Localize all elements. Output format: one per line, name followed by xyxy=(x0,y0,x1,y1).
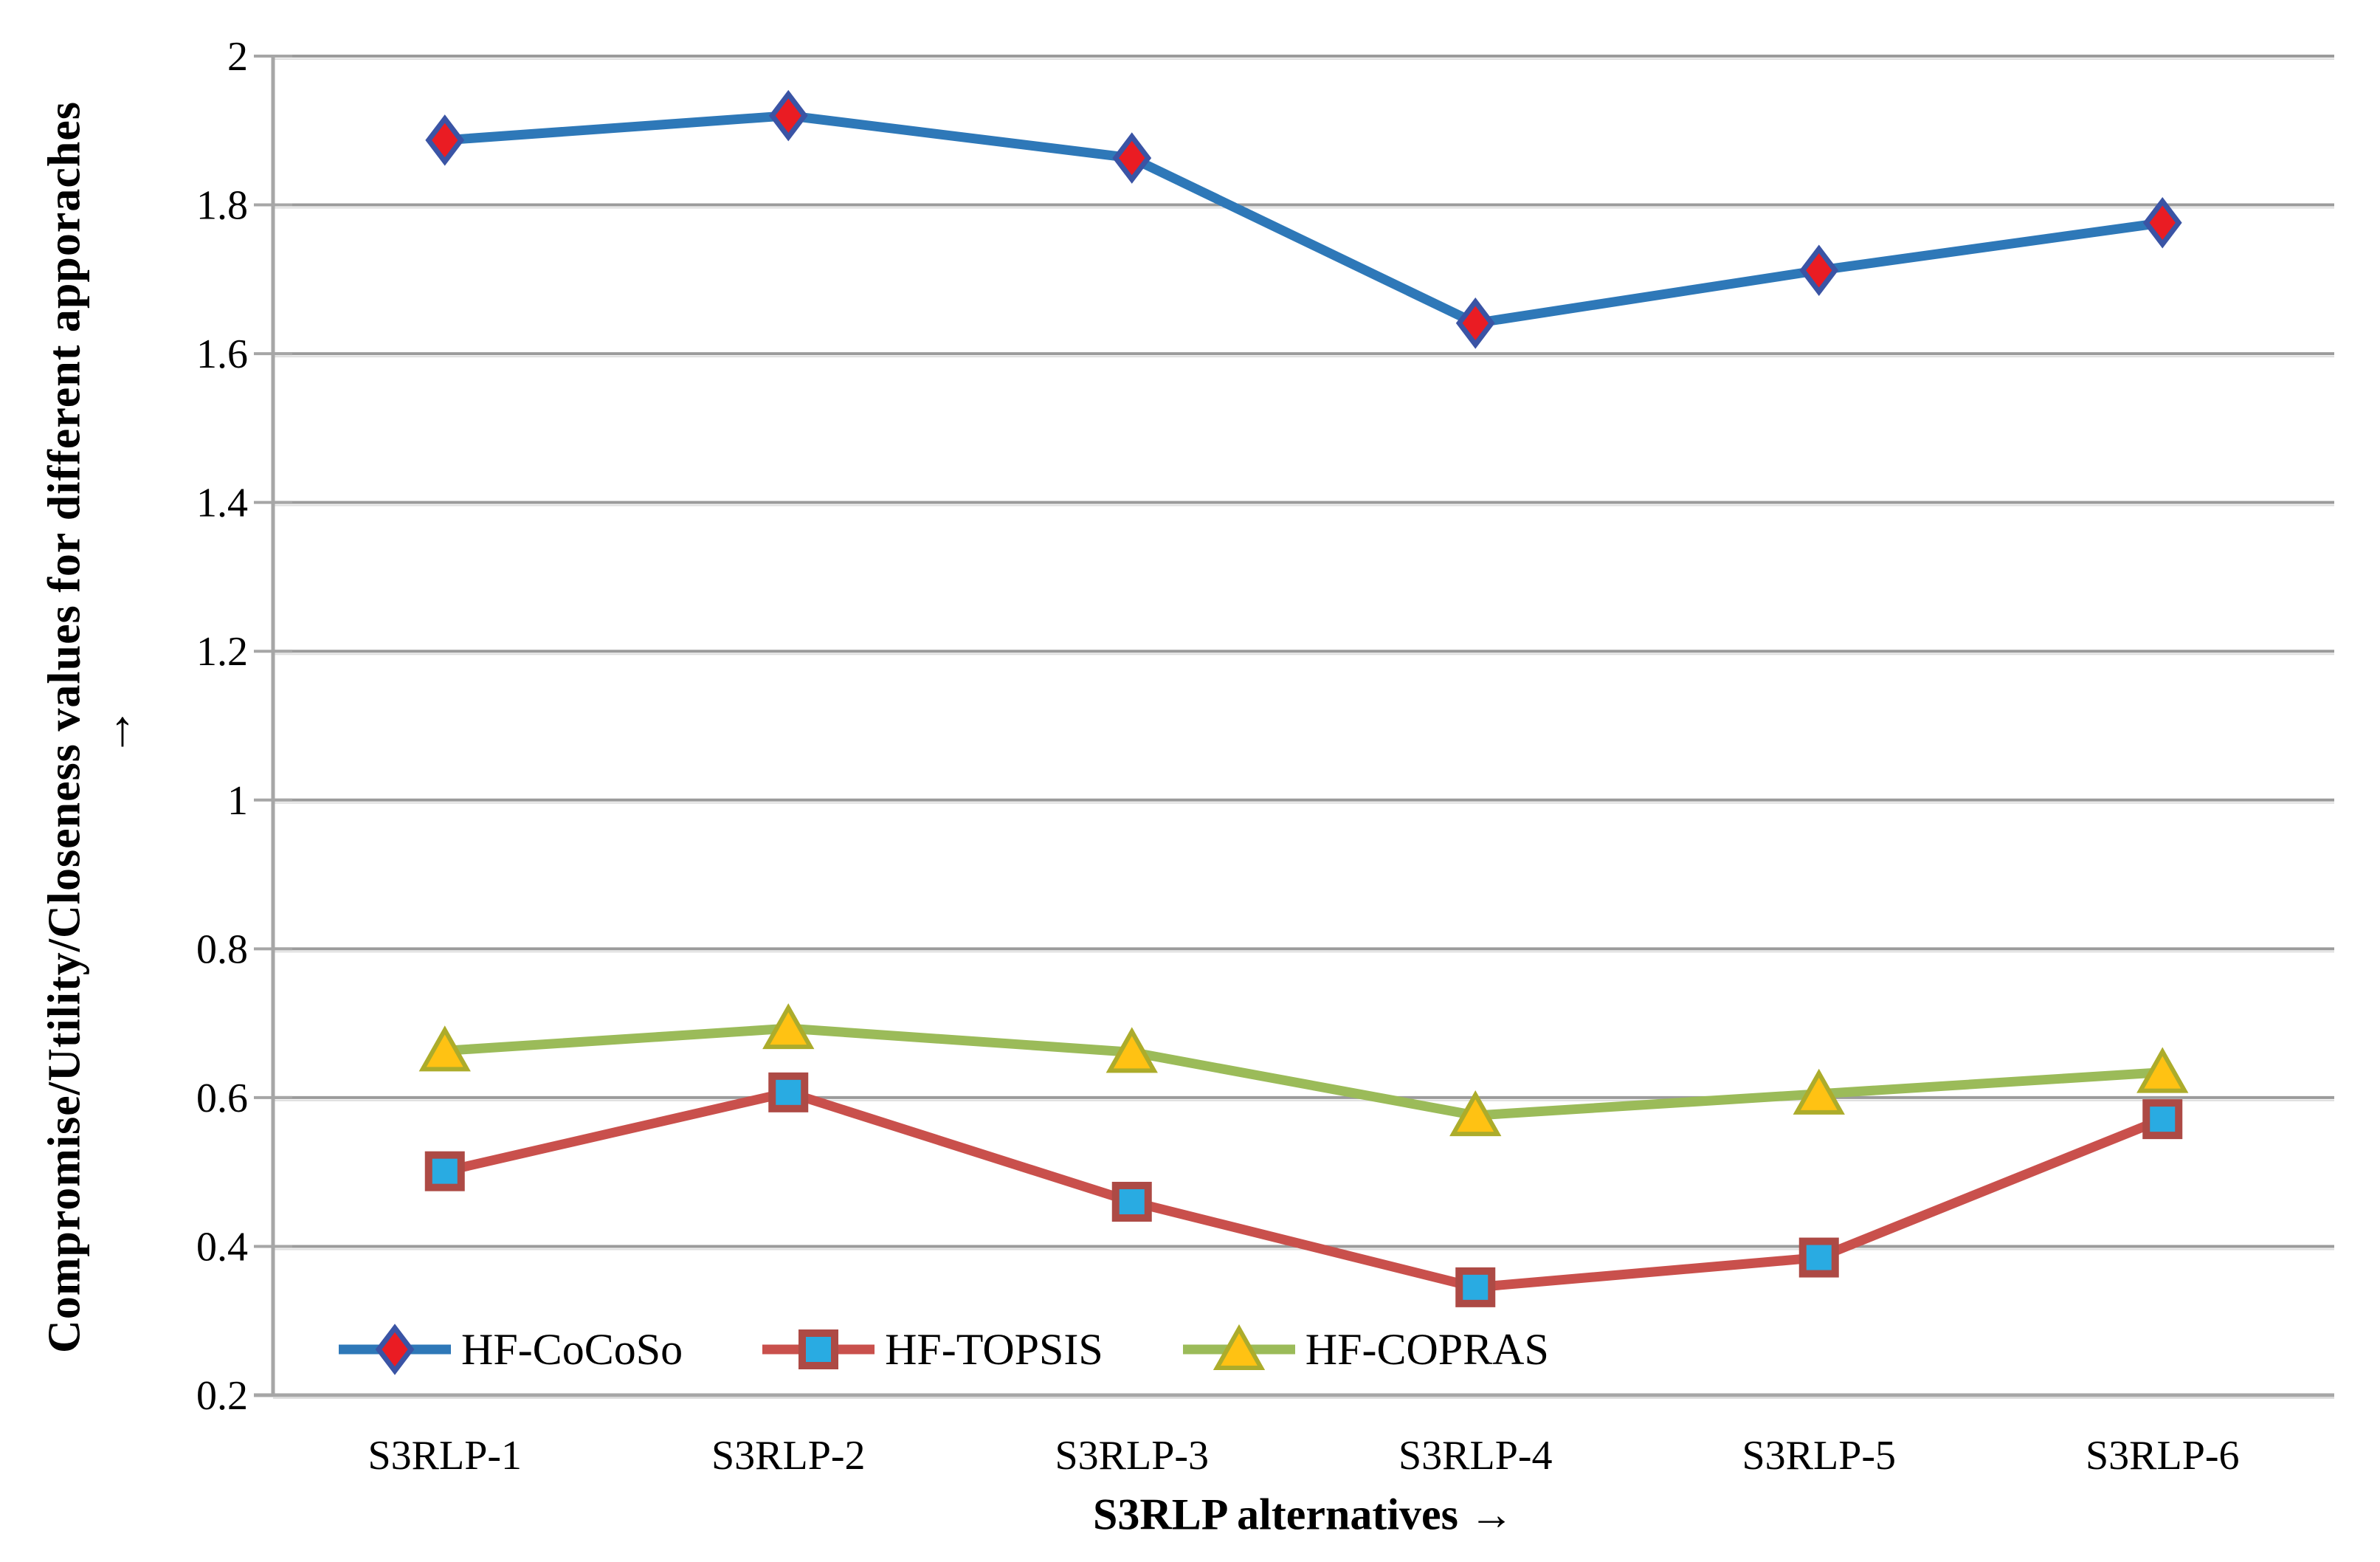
legend-label: HF-COPRAS xyxy=(1305,1324,1549,1374)
series-line-HF-COPRAS xyxy=(440,1023,2167,1121)
y-tick-label: 1.4 xyxy=(196,481,248,526)
y-axis-up-arrow-icon: ↑ xyxy=(110,700,135,757)
series-line-HF-TOPSIS xyxy=(440,1087,2167,1293)
y-tick-label: 1 xyxy=(227,778,248,824)
marker-diamond xyxy=(375,1324,415,1375)
marker-triangle xyxy=(762,1003,815,1050)
marker-square xyxy=(1798,1237,1839,1278)
legend-marker-diamond-icon xyxy=(339,1324,451,1375)
legend-item-HF-CoCoSo: HF-CoCoSo xyxy=(336,1321,683,1377)
marker-diamond xyxy=(425,114,465,166)
y-tick-label: 1.8 xyxy=(196,183,248,229)
marker-diamond xyxy=(2142,196,2182,249)
marker-diamond xyxy=(1455,297,1495,349)
chart-legend: HF-CoCoSo HF-TOPSIS HF-COPRAS xyxy=(336,1318,1549,1380)
legend-label: HF-CoCoSo xyxy=(461,1324,683,1374)
marker-triangle xyxy=(2136,1047,2189,1093)
marker-square xyxy=(1111,1181,1152,1222)
marker-diamond xyxy=(1112,132,1152,184)
legend-marker-triangle-icon xyxy=(1182,1324,1295,1370)
marker-square xyxy=(798,1329,839,1369)
x-tick-label: S3RLP-3 xyxy=(1055,1433,1210,1479)
y-tick-label: 2 xyxy=(227,34,248,80)
y-tick-label: 1.2 xyxy=(196,629,248,675)
marker-triangle xyxy=(418,1025,471,1072)
x-axis-title: S3RLP alternatives → xyxy=(1093,1490,1514,1539)
y-tick-label: 0.2 xyxy=(196,1373,248,1419)
marker-diamond xyxy=(768,89,808,142)
marker-triangle xyxy=(1106,1027,1158,1073)
legend-item-HF-COPRAS: HF-COPRAS xyxy=(1180,1321,1549,1377)
y-tick-label: 1.6 xyxy=(196,331,248,377)
marker-triangle xyxy=(1213,1324,1265,1370)
y-tick-label: 0.8 xyxy=(196,926,248,972)
x-tick-label: S3RLP-5 xyxy=(1742,1433,1897,1479)
legend-marker-square-icon xyxy=(762,1329,875,1369)
marker-triangle xyxy=(1793,1068,1845,1115)
marker-diamond xyxy=(1799,244,1839,297)
y-tick-label: 0.6 xyxy=(196,1076,248,1121)
legend-label: HF-TOPSIS xyxy=(885,1324,1103,1374)
marker-square xyxy=(424,1151,465,1191)
y-axis-title: Compromise/Utility/Closeness values for … xyxy=(39,100,90,1354)
legend-item-HF-TOPSIS: HF-TOPSIS xyxy=(759,1321,1103,1377)
marker-square xyxy=(768,1072,809,1112)
x-tick-label: S3RLP-1 xyxy=(368,1433,522,1479)
y-tick-label: 0.4 xyxy=(196,1224,248,1270)
x-tick-label: S3RLP-4 xyxy=(1398,1433,1553,1479)
x-tick-label: S3RLP-2 xyxy=(711,1433,866,1479)
marker-square xyxy=(1455,1267,1496,1307)
series-line-HF-CoCoSo xyxy=(440,111,2167,328)
marker-triangle xyxy=(1449,1090,1502,1137)
x-tick-label: S3RLP-6 xyxy=(2086,1433,2240,1479)
marker-square xyxy=(2142,1099,2183,1140)
